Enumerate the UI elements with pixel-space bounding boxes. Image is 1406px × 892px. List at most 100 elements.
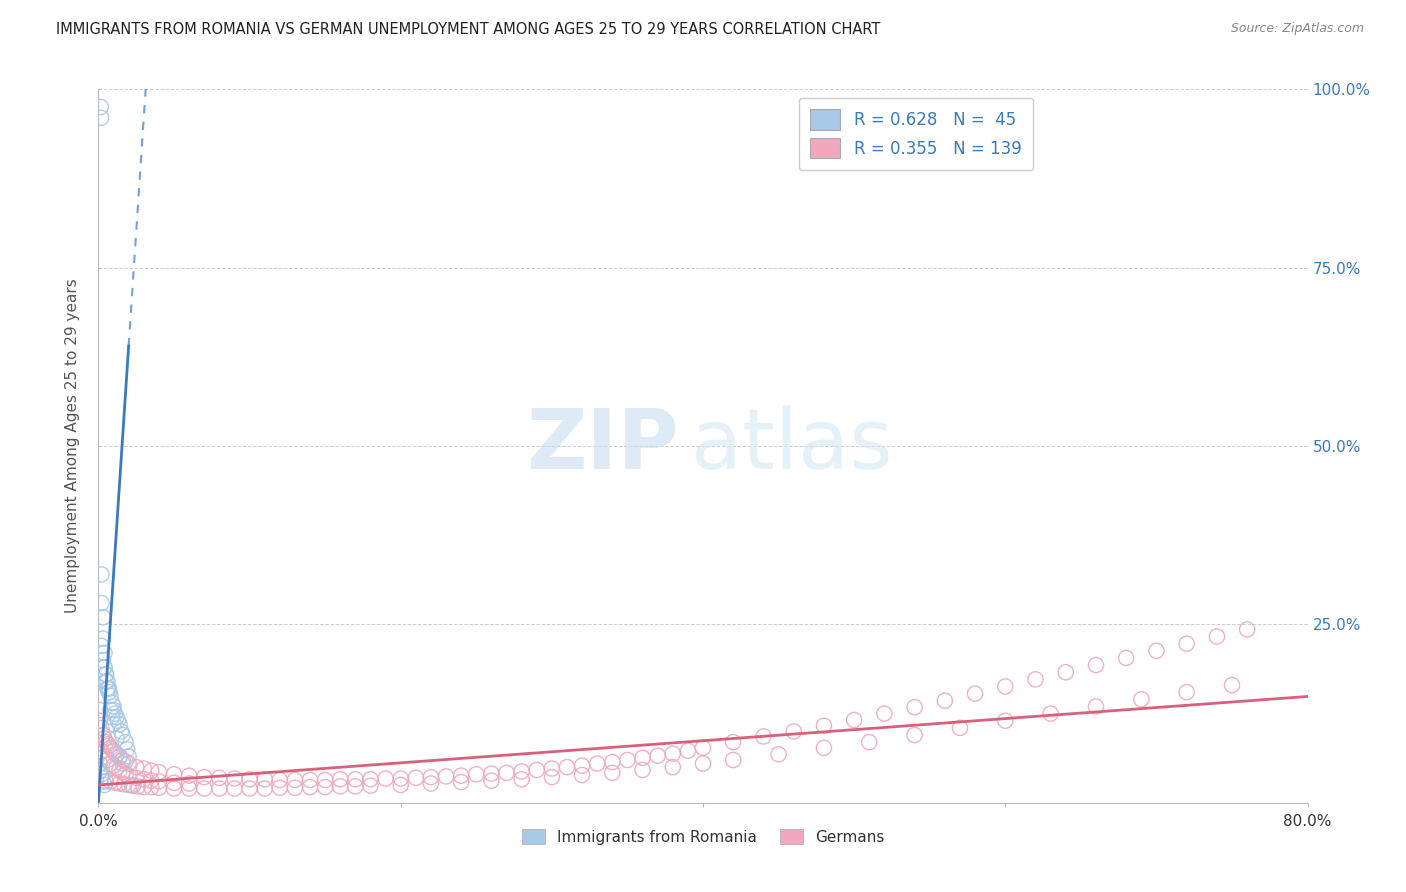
Point <box>132 780 155 794</box>
Point <box>540 770 562 784</box>
Point <box>481 766 503 780</box>
Point <box>112 777 135 791</box>
Point <box>98 739 121 753</box>
Point <box>481 773 503 788</box>
Point <box>108 750 131 764</box>
Point <box>96 753 118 767</box>
Point <box>284 772 307 787</box>
Legend: Immigrants from Romania, Germans: Immigrants from Romania, Germans <box>515 821 891 852</box>
Point <box>555 760 578 774</box>
Point <box>94 667 117 681</box>
Point <box>783 724 806 739</box>
Point <box>586 756 609 771</box>
Point <box>1054 665 1077 680</box>
Point <box>108 749 131 764</box>
Point <box>299 772 322 787</box>
Point <box>1085 658 1108 673</box>
Text: Source: ZipAtlas.com: Source: ZipAtlas.com <box>1230 22 1364 36</box>
Point <box>141 773 163 788</box>
Point <box>111 753 134 767</box>
Point <box>121 778 143 792</box>
Point <box>90 111 112 125</box>
Point <box>104 776 127 790</box>
Point <box>100 774 122 789</box>
Point <box>510 772 533 787</box>
Point <box>91 653 114 667</box>
Point <box>89 703 111 717</box>
Point <box>93 778 115 792</box>
Point <box>93 646 115 660</box>
Point <box>224 772 246 786</box>
Point <box>100 756 122 771</box>
Point <box>141 780 163 794</box>
Point <box>965 687 987 701</box>
Point <box>163 776 186 790</box>
Y-axis label: Unemployment Among Ages 25 to 29 years: Unemployment Among Ages 25 to 29 years <box>65 278 80 614</box>
Point <box>510 764 533 779</box>
Point <box>360 772 382 787</box>
Point <box>571 758 593 772</box>
Point <box>405 771 427 785</box>
Point <box>114 767 136 781</box>
Point <box>1039 706 1062 721</box>
Point <box>1144 644 1167 658</box>
Point <box>360 779 382 793</box>
Point <box>94 735 117 749</box>
Point <box>813 719 835 733</box>
Point <box>193 781 215 796</box>
Point <box>125 771 148 785</box>
Point <box>108 763 131 777</box>
Point <box>105 710 128 724</box>
Point <box>193 770 215 784</box>
Point <box>858 735 880 749</box>
Point <box>661 760 683 774</box>
Point <box>105 761 128 775</box>
Point <box>1236 623 1258 637</box>
Point <box>239 772 262 787</box>
Point <box>647 748 669 763</box>
Point <box>224 781 246 796</box>
Point <box>768 747 790 762</box>
Point <box>994 680 1017 694</box>
Point <box>89 756 111 771</box>
Point <box>495 765 517 780</box>
Point <box>94 674 117 689</box>
Point <box>127 780 149 794</box>
Point <box>994 714 1017 728</box>
Point <box>602 755 624 769</box>
Point <box>91 632 114 646</box>
Point <box>692 740 714 755</box>
Point <box>1024 673 1046 687</box>
Point <box>103 703 125 717</box>
Point <box>314 772 336 787</box>
Point <box>93 660 115 674</box>
Point <box>374 772 396 786</box>
Point <box>450 775 472 789</box>
Point <box>118 749 141 764</box>
Text: IMMIGRANTS FROM ROMANIA VS GERMAN UNEMPLOYMENT AMONG AGES 25 TO 29 YEARS CORRELA: IMMIGRANTS FROM ROMANIA VS GERMAN UNEMPL… <box>56 22 880 37</box>
Point <box>208 771 231 785</box>
Point <box>94 667 117 681</box>
Point <box>105 747 128 762</box>
Point <box>179 776 201 790</box>
Point <box>284 780 307 795</box>
Point <box>450 769 472 783</box>
Point <box>108 776 131 790</box>
Point <box>329 780 352 794</box>
Point <box>344 780 367 794</box>
Point <box>752 730 775 744</box>
Point <box>98 685 121 699</box>
Point <box>329 772 352 787</box>
Point <box>98 681 121 696</box>
Point <box>90 767 112 781</box>
Point <box>93 731 115 746</box>
Point <box>90 567 112 582</box>
Point <box>114 735 136 749</box>
Point <box>90 100 112 114</box>
Point <box>1175 637 1198 651</box>
Text: atlas: atlas <box>690 406 893 486</box>
Point <box>269 772 291 787</box>
Point <box>94 774 117 789</box>
Point <box>96 681 118 696</box>
Point <box>344 772 367 787</box>
